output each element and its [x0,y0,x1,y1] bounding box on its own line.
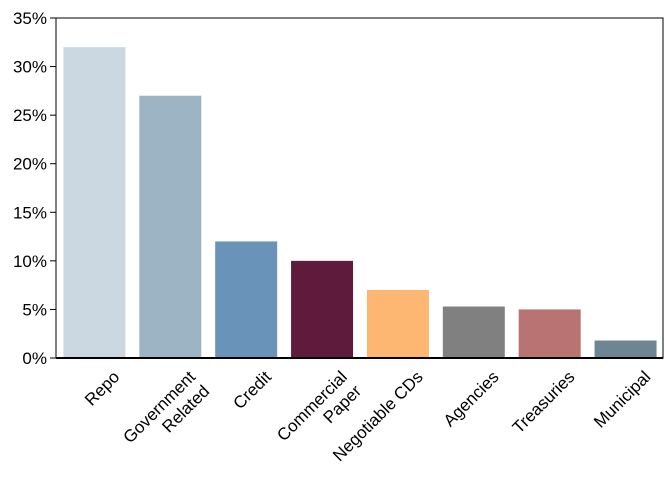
x-category-label-line: Credit [230,367,276,413]
bar [63,47,126,359]
bars [63,47,657,359]
x-category-label: Credit [230,367,276,413]
y-tick-label: 10% [13,252,47,271]
x-category-label: Treasuries [509,367,579,437]
bar [366,290,429,358]
bar [215,241,278,358]
bar [518,309,581,358]
y-tick-label: 35% [13,9,47,28]
y-tick-label: 5% [22,300,47,319]
x-category-label-line: Municipal [590,367,654,431]
x-category-label-line: Treasuries [509,367,579,437]
y-tick-label: 15% [13,203,47,222]
y-tick-label: 20% [13,155,47,174]
y-tick-label: 30% [13,58,47,77]
x-category-label-line: Repo [81,367,123,409]
bar [291,260,354,358]
x-category-label: Municipal [590,367,654,431]
y-tick-label: 0% [22,349,47,368]
x-category-label-line: Agencies [440,367,503,430]
bar [594,340,657,358]
x-category-label: Repo [81,367,123,409]
x-category-label: Agencies [440,367,503,430]
bar [139,95,202,358]
x-category-label: GovernmentRelated [120,367,214,461]
y-tick-label: 25% [13,106,47,125]
bar [442,306,505,358]
y-axis: 0% 5% 10% 15% 20% 25% 30% 35% [13,9,56,368]
